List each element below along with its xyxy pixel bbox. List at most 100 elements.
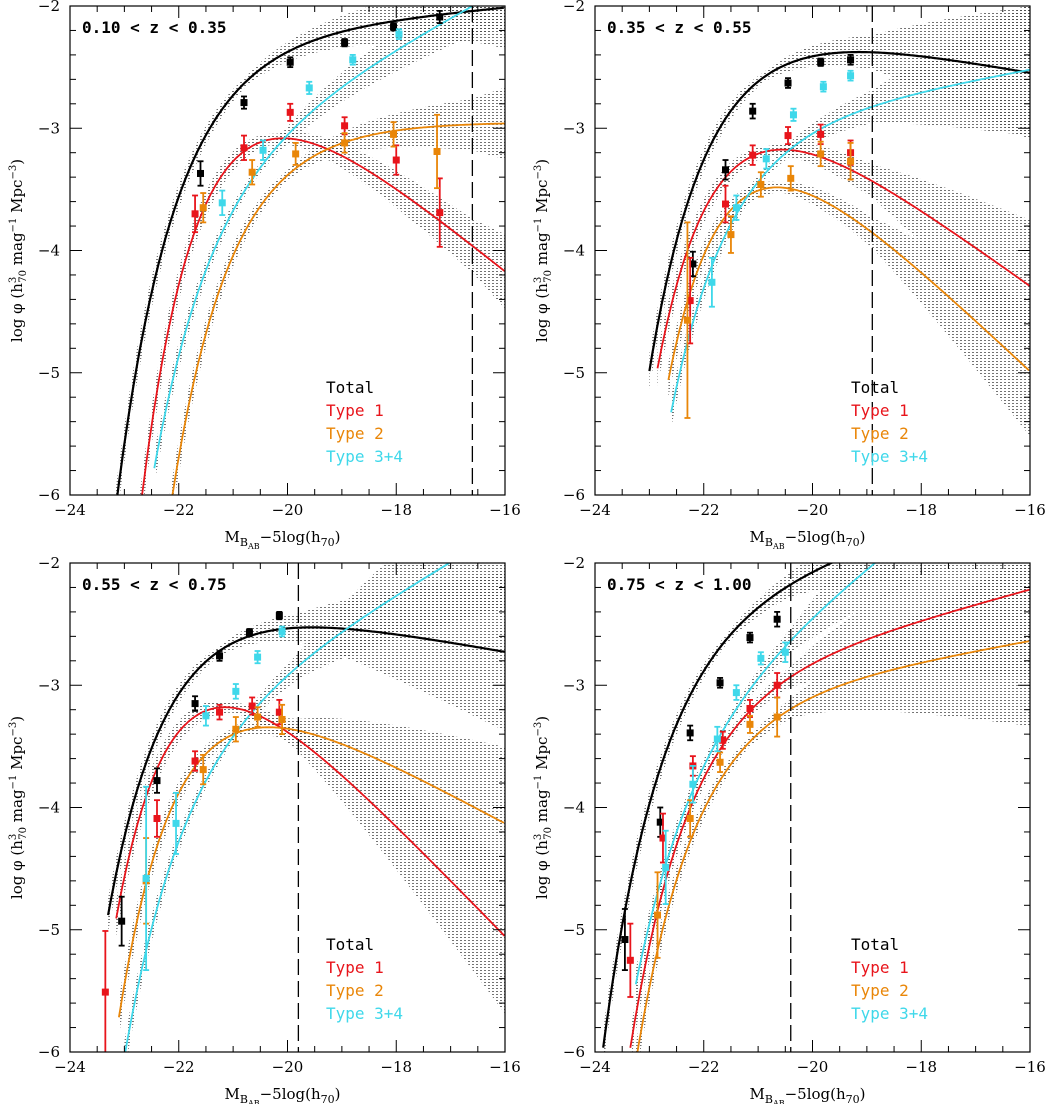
- data-point-total: [286, 58, 294, 66]
- plot-area: [114, 6, 505, 495]
- y-tick-label: −5: [563, 921, 585, 939]
- x-label-sub-b: B: [240, 536, 248, 549]
- data-point-type-3-4: [254, 653, 262, 661]
- data-point-type-1: [216, 708, 224, 716]
- data-point-type-1: [719, 736, 727, 744]
- x-tick-label: −24: [579, 501, 611, 519]
- x-tick-label: −18: [905, 501, 937, 519]
- data-point-type-1: [773, 681, 781, 689]
- data-point-total: [773, 615, 781, 623]
- y-tick-label: −4: [563, 799, 585, 817]
- y-axis-label: log φ (h370 mag−1 Mpc−3): [533, 159, 554, 342]
- data-point-type-1: [191, 210, 199, 218]
- uncertainty-band: [668, 181, 1030, 437]
- data-point-type-2: [757, 180, 765, 188]
- x-label-close: ): [860, 1085, 866, 1103]
- y-tick-label: −6: [38, 1043, 60, 1061]
- uncertainty-band: [154, 6, 505, 485]
- y-tick-label: −4: [563, 242, 585, 260]
- data-point-type-3-4: [732, 204, 740, 212]
- x-label-m: M: [224, 528, 239, 546]
- uncertainty-band: [124, 563, 505, 1052]
- data-point-total: [656, 818, 664, 826]
- y-tick-label: −5: [38, 921, 60, 939]
- y-label-sup3: −3: [8, 722, 19, 737]
- data-point-type-3-4: [819, 83, 827, 91]
- data-point-type-1: [817, 130, 825, 138]
- data-point-type-1: [341, 122, 349, 130]
- data-point-type-1: [101, 988, 109, 996]
- y-tick-label: −2: [563, 554, 585, 572]
- x-tick-label: −24: [54, 1058, 86, 1076]
- x-label-m: M: [224, 1085, 239, 1103]
- data-point-type-3-4: [202, 712, 210, 720]
- y-label-sup2: −1: [8, 218, 19, 233]
- y-label-units: mag: [8, 789, 26, 827]
- legend-entry-total: Total: [851, 378, 899, 397]
- panel-3: −24 −22 −20 −18 −16−6−5−4−3−2MBAB−5log(h70)l…: [8, 554, 521, 1104]
- uncertainty-band: [114, 6, 505, 495]
- data-point-type-1: [392, 156, 400, 164]
- y-label-mpc: Mpc: [533, 180, 551, 218]
- uncertainty-band: [657, 142, 1030, 386]
- x-label-sub-ab: AB: [772, 542, 785, 551]
- x-tick-label: −16: [1014, 501, 1045, 519]
- uncertainty-band: [108, 572, 505, 933]
- data-point-type-2: [341, 139, 349, 147]
- x-label-m: M: [749, 528, 764, 546]
- data-point-total: [216, 652, 224, 660]
- legend-entry-type-2: Type 2: [326, 424, 384, 443]
- y-label-sup3: −3: [8, 165, 19, 180]
- fit-curve-type-1: [629, 588, 1030, 1048]
- data-point-type-2: [232, 725, 240, 733]
- uncertainty-band: [634, 563, 1030, 1052]
- legend-entry-type-1: Type 1: [851, 958, 909, 977]
- x-axis-label: MBAB−5log(h70): [224, 528, 340, 551]
- data-point-type-3-4: [349, 56, 357, 64]
- x-tick-label: −20: [797, 501, 829, 519]
- y-label-mpc: Mpc: [8, 737, 26, 775]
- x-label-sub-b: B: [240, 1093, 248, 1104]
- y-tick-label: −2: [38, 0, 60, 15]
- data-point-total: [153, 777, 161, 785]
- legend-entry-type-2: Type 2: [851, 981, 909, 1000]
- y-tick-label: −2: [38, 554, 60, 572]
- panel-2: −24 −22 −20 −18 −16−6−5−4−3−2MBAB−5log(h70)l…: [533, 0, 1045, 551]
- fit-curve-type-3-4: [124, 563, 452, 1052]
- data-point-type-2: [683, 316, 691, 324]
- y-tick-label: −3: [563, 119, 585, 137]
- x-tick-label: −16: [489, 1058, 521, 1076]
- legend-entry-type-3-4: Type 3+4: [326, 1004, 403, 1023]
- data-point-type-1: [722, 200, 729, 208]
- y-label-sup: 3: [533, 834, 544, 840]
- plot-area: [602, 563, 1030, 1052]
- data-point-type-2: [787, 174, 795, 182]
- data-point-type-3-4: [789, 111, 797, 119]
- data-point-type-1: [191, 757, 199, 765]
- x-label-sub-70: 70: [846, 1093, 860, 1104]
- x-tick-label: −18: [905, 1058, 937, 1076]
- data-point-type-3-4: [762, 155, 770, 163]
- data-point-type-1: [286, 108, 294, 116]
- y-tick-label: −4: [38, 799, 60, 817]
- x-label-rest: −5log(h: [260, 528, 321, 546]
- data-point-total: [118, 917, 126, 925]
- data-point-type-2: [716, 758, 724, 766]
- x-tick-label: −20: [797, 1058, 829, 1076]
- y-label-units: mag: [533, 232, 551, 270]
- data-point-type-2: [817, 150, 825, 158]
- data-point-type-2: [847, 157, 855, 165]
- fit-curve-total: [648, 50, 1030, 372]
- y-label-sup2: −1: [8, 775, 19, 790]
- y-label-sub: 70: [18, 270, 29, 283]
- data-point-type-2: [654, 911, 662, 919]
- legend-entry-type-3-4: Type 3+4: [851, 1004, 928, 1023]
- data-point-type-2: [248, 168, 256, 176]
- y-label-sup2: −1: [533, 775, 544, 790]
- data-point-total: [275, 612, 283, 620]
- y-tick-label: −6: [38, 486, 60, 504]
- plot-area: [101, 563, 505, 1052]
- fit-curve-type-2: [667, 186, 1030, 381]
- fit-curve-type-3-4: [153, 6, 475, 469]
